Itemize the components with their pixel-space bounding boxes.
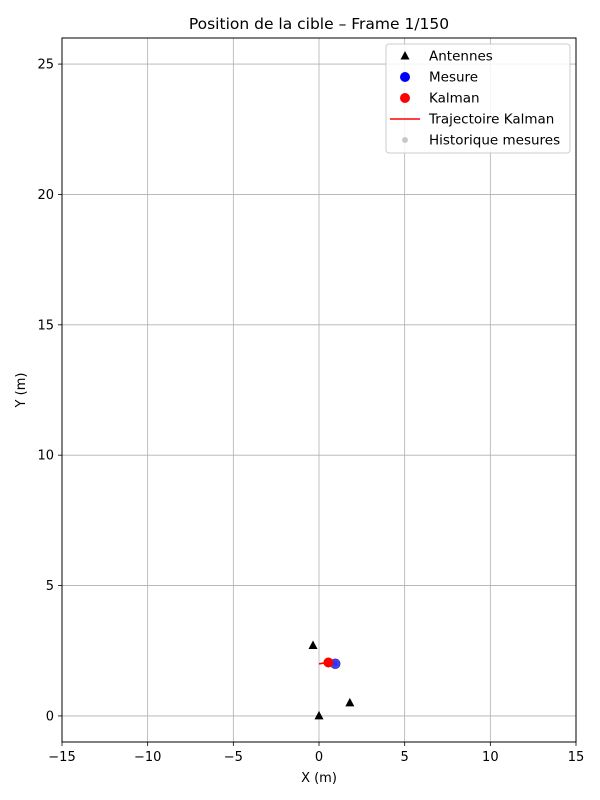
y-tick-label: 25 <box>37 58 54 73</box>
y-tick-label: 5 <box>46 579 54 594</box>
x-tick-label: 0 <box>315 750 323 765</box>
legend-label: Mesure <box>429 70 478 86</box>
plot-area <box>308 640 355 720</box>
y-axis: 0 5 10 15 20 25 <box>37 58 62 724</box>
y-tick-label: 20 <box>37 188 54 203</box>
antenna-point <box>345 697 355 707</box>
chart-title: Position de la cible – Frame 1/150 <box>189 15 449 33</box>
antenna-point <box>308 640 318 650</box>
x-tick-label: 5 <box>401 750 409 765</box>
legend-marker <box>400 51 410 60</box>
x-tick-label: 10 <box>482 750 499 765</box>
legend-box <box>385 43 571 154</box>
y-tick-label: 10 <box>37 449 54 464</box>
legend-label: Antennes <box>429 49 493 65</box>
grid <box>61 38 577 742</box>
legend-marker <box>402 137 408 143</box>
y-axis-label: Y (m) <box>14 373 29 409</box>
antenna-point <box>314 710 324 720</box>
x-tick-label: 15 <box>568 750 585 765</box>
x-axis-label: X (m) <box>301 771 337 786</box>
legend-marker <box>400 93 410 103</box>
y-tick-label: 0 <box>46 709 54 724</box>
point-kalman <box>323 657 334 668</box>
x-axis: −15 −10 −5 0 5 10 15 <box>48 742 584 765</box>
legend-label: Kalman <box>429 91 480 107</box>
x-tick-label: −15 <box>48 750 75 765</box>
x-tick-label: −10 <box>134 750 161 765</box>
legend-label: Historique mesures <box>429 133 560 149</box>
y-tick-label: 15 <box>37 318 54 333</box>
legend-label: Trajectoire Kalman <box>428 112 554 128</box>
legend-marker <box>400 72 410 82</box>
x-tick-label: −5 <box>224 750 243 765</box>
legend: Antennes Mesure Kalman Trajectoire Kalman Hi… <box>385 43 571 154</box>
